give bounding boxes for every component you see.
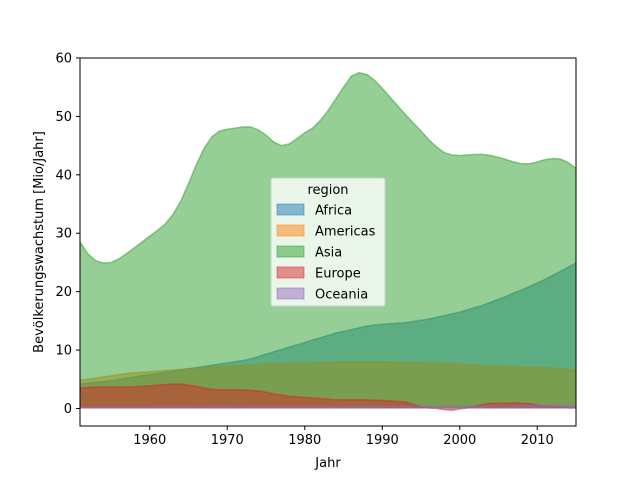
x-tick-label: 1970 bbox=[211, 433, 244, 448]
y-tick-label: 0 bbox=[64, 402, 72, 417]
y-tick-label: 10 bbox=[55, 344, 72, 359]
legend-title: region bbox=[307, 183, 348, 198]
legend-label-oceania: Oceania bbox=[315, 288, 368, 303]
legend-label-asia: Asia bbox=[315, 246, 342, 261]
x-tick-label: 2010 bbox=[521, 433, 554, 448]
y-axis-ticks: 0 10 20 30 40 50 60 bbox=[55, 52, 80, 417]
y-tick-label: 30 bbox=[55, 227, 72, 242]
legend-swatch-europe bbox=[276, 266, 305, 279]
x-tick-label: 1960 bbox=[133, 433, 166, 448]
y-axis-label: Bevölkerungswachstum [Mio/Jahr] bbox=[32, 131, 47, 353]
legend: region Africa Americas Asia Europe Oceania bbox=[270, 177, 386, 307]
legend-label-americas: Americas bbox=[315, 225, 376, 240]
x-tick-label: 2000 bbox=[443, 433, 476, 448]
x-axis-label: Jahr bbox=[314, 456, 341, 471]
legend-swatch-americas bbox=[276, 224, 305, 237]
legend-swatch-asia bbox=[276, 245, 305, 258]
legend-label-europe: Europe bbox=[315, 267, 361, 282]
x-tick-label: 1990 bbox=[366, 433, 399, 448]
y-tick-label: 40 bbox=[55, 168, 72, 183]
line-europe bbox=[80, 383, 576, 411]
legend-swatch-oceania bbox=[276, 287, 305, 300]
area-europe bbox=[80, 383, 576, 411]
line-asia bbox=[80, 71, 576, 264]
legend-label-africa: Africa bbox=[315, 204, 352, 219]
y-tick-label: 20 bbox=[55, 285, 72, 300]
y-tick-label: 50 bbox=[55, 110, 72, 125]
plot-frame bbox=[79, 57, 577, 427]
line-oceania bbox=[80, 404, 576, 409]
y-tick-label: 60 bbox=[55, 52, 72, 67]
x-axis-ticks: 1960 1970 1980 1990 2000 2010 bbox=[133, 426, 554, 448]
legend-swatch-africa bbox=[276, 203, 305, 216]
x-tick-label: 1980 bbox=[288, 433, 321, 448]
